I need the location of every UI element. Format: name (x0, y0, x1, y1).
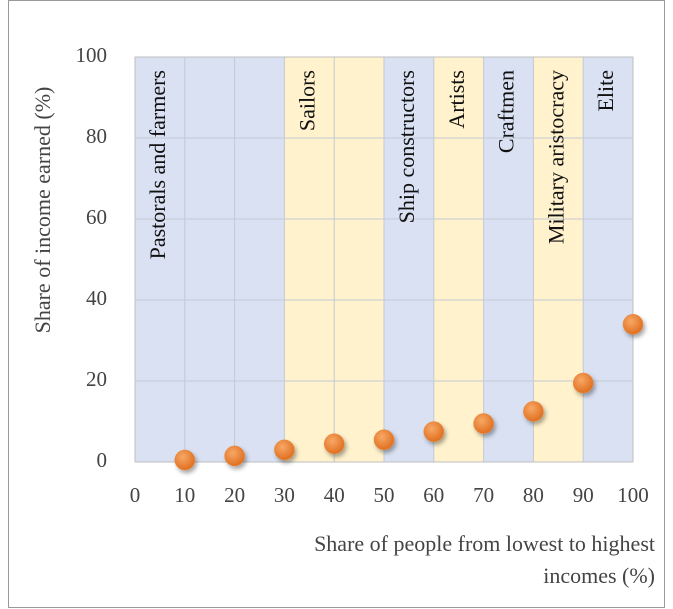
x-tick-label: 0 (130, 483, 141, 507)
band-label: Craftmen (494, 70, 519, 153)
y-tick-label: 80 (86, 124, 107, 148)
band (433, 57, 484, 462)
x-tick-label: 10 (174, 483, 195, 507)
band (483, 57, 534, 462)
x-tick-label: 70 (473, 483, 494, 507)
y-tick-label: 0 (97, 448, 108, 472)
band-labels: Pastorals and farmers Sailors Ship constru… (145, 70, 618, 259)
points (174, 314, 644, 471)
point (473, 413, 494, 434)
band-label: Sailors (294, 70, 319, 131)
band-label: Ship constructors (394, 70, 419, 223)
band-label: Pastorals and farmers (145, 70, 170, 259)
point (523, 401, 544, 422)
frame (8, 0, 665, 608)
x-tick-label: 60 (423, 483, 444, 507)
band (583, 57, 633, 462)
x-tick-label: 40 (324, 483, 345, 507)
point (323, 433, 345, 455)
x-tick-label: 80 (523, 483, 544, 507)
x-tick-label: 20 (224, 483, 245, 507)
grid (134, 56, 634, 463)
band (135, 57, 285, 462)
band (384, 57, 434, 462)
point (373, 429, 395, 450)
point (622, 314, 644, 335)
y-axis-title: Share of income earned (%) (30, 87, 55, 334)
y-tick-label: 100 (76, 43, 108, 67)
x-tick-label: 90 (573, 483, 594, 507)
y-tick-label: 40 (86, 286, 107, 310)
y-tick-label: 60 (86, 205, 107, 229)
y-tick-label: 20 (86, 367, 107, 391)
point (174, 449, 196, 471)
point (274, 439, 295, 461)
point (423, 421, 445, 442)
x-tick-label: 30 (274, 483, 295, 507)
point (572, 372, 594, 394)
band-label: Military aristocracy (543, 70, 568, 244)
x-axis-title: Share of people from lowest to highest (314, 531, 655, 556)
band-label: Elite (593, 70, 618, 112)
band-label: Artists (444, 70, 469, 129)
x-tick-label: 50 (374, 483, 395, 507)
band (533, 57, 584, 462)
x-tick-label: 100 (617, 483, 649, 507)
plot-border (134, 56, 634, 463)
x-axis-title: incomes (%) (543, 563, 655, 588)
point (224, 445, 245, 467)
